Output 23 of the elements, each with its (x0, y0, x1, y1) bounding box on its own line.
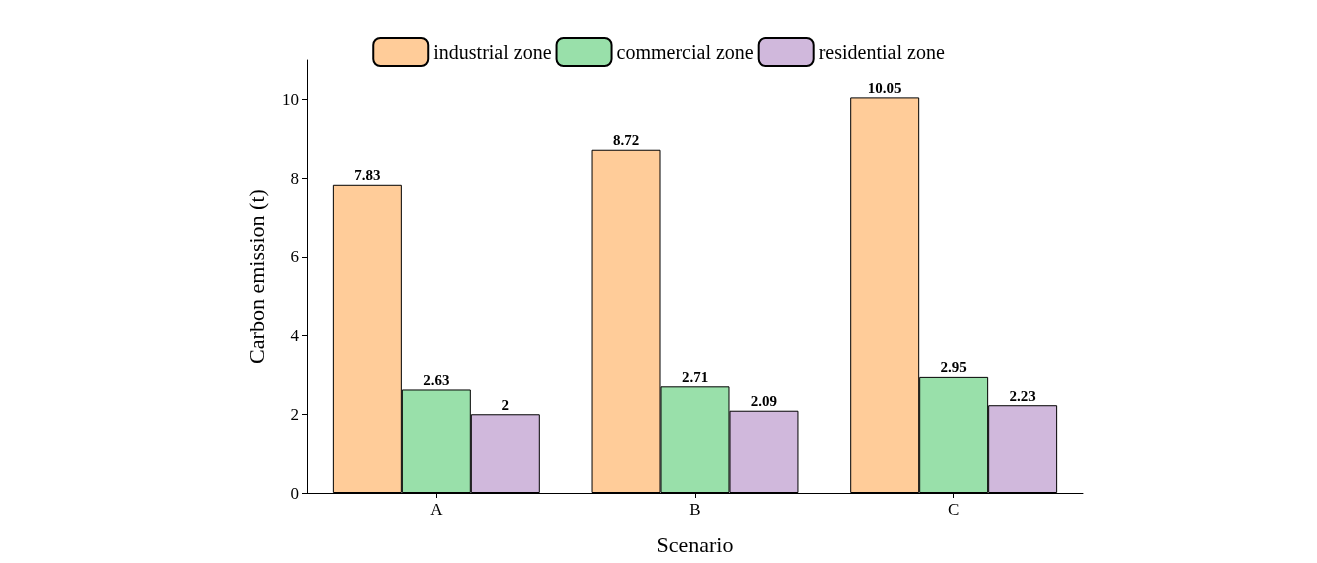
y-tick-label: 8 (290, 168, 299, 188)
data-label: 2.71 (681, 368, 709, 385)
data-label: 2 (501, 396, 510, 413)
data-label: 2.09 (750, 393, 778, 410)
x-tick-label: A (430, 500, 444, 519)
data-label: 2.63 (423, 371, 450, 388)
data-label: 7.83 (354, 167, 381, 184)
legend-label: residential zone (818, 41, 945, 63)
x-tick-label: C (947, 500, 960, 519)
legend-label: industrial zone (433, 41, 552, 63)
x-tick-label: B (689, 500, 701, 519)
data-label: 2.23 (1009, 387, 1036, 404)
y-tick-label: 4 (290, 326, 300, 346)
legend-label: commercial zone (616, 41, 754, 63)
y-tick-label: 2 (290, 404, 299, 424)
y-tick-label: 10 (282, 89, 299, 109)
x-axis-title: Scenario (656, 531, 734, 557)
data-label: 8.72 (612, 132, 640, 149)
y-tick-label: 6 (290, 247, 299, 267)
data-label: 2.95 (940, 359, 967, 376)
y-axis-title: Carbon emission (t) (243, 189, 269, 364)
data-label: 10.05 (867, 79, 902, 96)
y-tick-label: 0 (290, 483, 299, 503)
